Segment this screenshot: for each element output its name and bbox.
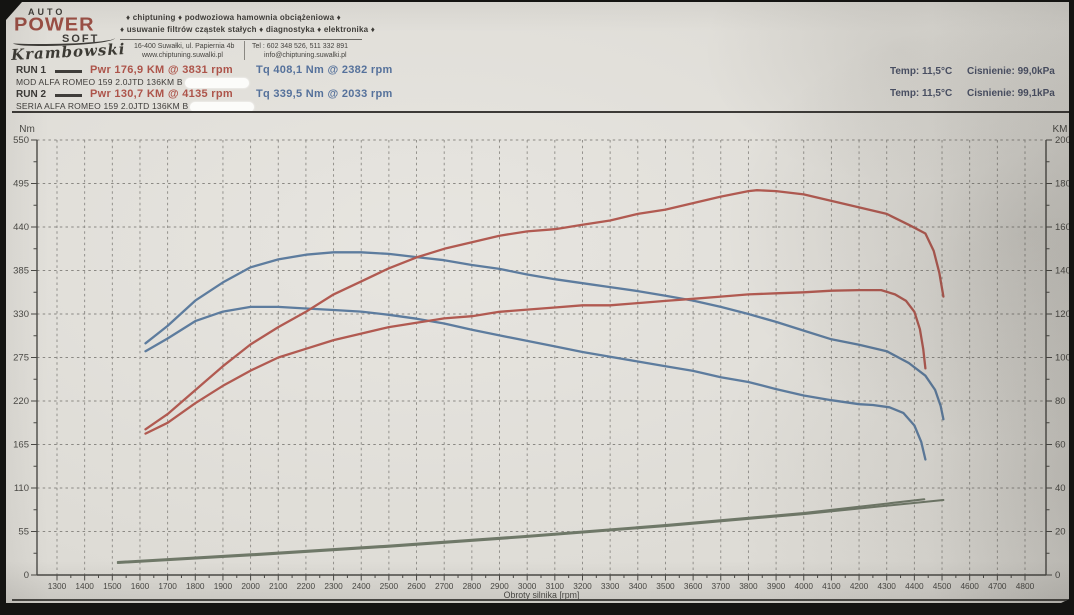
svg-text:Nm: Nm [19, 124, 35, 135]
svg-text:180: 180 [1055, 179, 1071, 190]
svg-text:3200: 3200 [573, 581, 592, 591]
run1-label: RUN 1 [16, 65, 47, 76]
run2-pressure: Cisnienie: 99,1kPa [967, 88, 1055, 99]
svg-text:275: 275 [13, 353, 29, 364]
run1-redaction-blob [185, 78, 249, 88]
svg-text:1400: 1400 [75, 581, 94, 591]
logo-auto-text: AUTO [28, 7, 66, 17]
svg-text:KM: KM [1053, 124, 1068, 135]
svg-text:20: 20 [1055, 527, 1066, 538]
svg-text:100: 100 [1055, 353, 1071, 364]
svg-text:1900: 1900 [214, 581, 233, 591]
svg-text:3400: 3400 [629, 581, 648, 591]
svg-text:4600: 4600 [960, 581, 979, 591]
run1-line-sample [55, 70, 82, 73]
run1-power-peak: Pwr 176,9 KM @ 3831 rpm [90, 64, 233, 76]
run2-temperature: Temp: 11,5°C [890, 88, 953, 99]
svg-text:1800: 1800 [186, 581, 205, 591]
svg-text:60: 60 [1055, 440, 1066, 451]
svg-text:165: 165 [13, 440, 29, 451]
run1-temperature: Temp: 11,5°C [890, 66, 953, 77]
svg-text:2600: 2600 [407, 581, 426, 591]
svg-text:1700: 1700 [158, 581, 177, 591]
svg-text:2700: 2700 [435, 581, 454, 591]
svg-text:495: 495 [13, 179, 29, 190]
svg-text:110: 110 [14, 483, 29, 494]
svg-text:4400: 4400 [905, 581, 924, 591]
svg-text:4800: 4800 [1016, 581, 1035, 591]
run1-vehicle: MOD ALFA ROMEO 159 2.0JTD 136KM B [16, 77, 249, 88]
svg-text:120: 120 [1055, 309, 1071, 320]
header-divider-line [120, 39, 362, 40]
company-website: www.chiptuning.suwalki.pl [142, 52, 223, 59]
run2-vehicle-text: SERIA ALFA ROMEO 159 2.0JTD 136KM B [16, 101, 189, 111]
header-vertical-divider [244, 41, 245, 60]
svg-text:220: 220 [13, 396, 29, 407]
svg-text:4200: 4200 [850, 581, 869, 591]
svg-text:440: 440 [13, 222, 29, 233]
svg-text:55: 55 [18, 527, 29, 538]
svg-text:160: 160 [1055, 222, 1071, 233]
run2-vehicle: SERIA ALFA ROMEO 159 2.0JTD 136KM B [16, 101, 254, 112]
svg-text:40: 40 [1055, 483, 1066, 494]
run2-torque-peak: Tq 339,5 Nm @ 2033 rpm [256, 88, 393, 100]
svg-text:3000: 3000 [518, 581, 537, 591]
company-address: 16-400 Suwałki, ul. Papiernia 4b [134, 43, 235, 50]
logo-swoosh-line [13, 35, 115, 46]
svg-text:4100: 4100 [822, 581, 841, 591]
svg-text:385: 385 [13, 266, 29, 277]
svg-text:2400: 2400 [352, 581, 371, 591]
run1-pressure: Cisnienie: 99,0kPa [967, 66, 1055, 77]
svg-text:1500: 1500 [103, 581, 122, 591]
svg-text:3100: 3100 [546, 581, 565, 591]
svg-text:3900: 3900 [767, 581, 786, 591]
print-frame-top-line [12, 111, 1073, 113]
svg-text:2900: 2900 [490, 581, 509, 591]
svg-text:4700: 4700 [988, 581, 1007, 591]
services-line-2: ♦ usuwanie filtrów cząstek stałych ♦ dia… [120, 25, 375, 34]
svg-text:3700: 3700 [712, 581, 731, 591]
svg-text:1300: 1300 [48, 581, 67, 591]
svg-text:3500: 3500 [656, 581, 675, 591]
company-phone: Tel : 602 348 526, 511 332 891 [252, 43, 349, 50]
run1-torque-peak: Tq 408,1 Nm @ 2382 rpm [256, 64, 393, 76]
svg-text:2100: 2100 [269, 581, 288, 591]
print-frame-bottom-line-1 [12, 599, 1073, 601]
services-line-1: ♦ chiptuning ♦ podwoziowa hamownia obcią… [126, 13, 341, 22]
svg-text:Obroty silnika [rpm]: Obroty silnika [rpm] [504, 590, 580, 600]
svg-text:0: 0 [24, 570, 29, 581]
svg-text:80: 80 [1055, 396, 1066, 407]
company-email: info@chiptuning.suwalki.pl [264, 52, 347, 59]
run1-vehicle-text: MOD ALFA ROMEO 159 2.0JTD 136KM B [16, 77, 183, 87]
dyno-printout-photo: AUTO POWER SOFT Krambowski ♦ chiptuning … [6, 2, 1069, 603]
run2-redaction-blob [190, 102, 254, 112]
svg-text:3600: 3600 [684, 581, 703, 591]
dyno-chart: 0 55 110 165 220 275 330 385 440 495 550 0 20 40 60 80 1… [6, 2, 1074, 615]
svg-text:3300: 3300 [601, 581, 620, 591]
svg-text:550: 550 [13, 135, 29, 146]
svg-text:3800: 3800 [739, 581, 758, 591]
run2-power-peak: Pwr 130,7 KM @ 4135 rpm [90, 88, 233, 100]
print-frame-bottom-line-2 [12, 603, 1073, 605]
run2-label: RUN 2 [16, 89, 47, 100]
svg-text:2200: 2200 [297, 581, 316, 591]
svg-text:4000: 4000 [795, 581, 814, 591]
svg-text:4300: 4300 [877, 581, 896, 591]
logo-power-text: POWER [14, 14, 95, 36]
svg-text:0: 0 [1055, 570, 1060, 581]
svg-text:4500: 4500 [933, 581, 952, 591]
svg-text:2500: 2500 [380, 581, 399, 591]
run2-line-sample [55, 94, 82, 97]
svg-text:2300: 2300 [324, 581, 343, 591]
svg-text:2000: 2000 [241, 581, 260, 591]
svg-text:140: 140 [1055, 266, 1071, 277]
svg-text:1600: 1600 [131, 581, 150, 591]
svg-text:200: 200 [1055, 135, 1071, 146]
svg-text:330: 330 [13, 309, 29, 320]
svg-text:2800: 2800 [463, 581, 482, 591]
